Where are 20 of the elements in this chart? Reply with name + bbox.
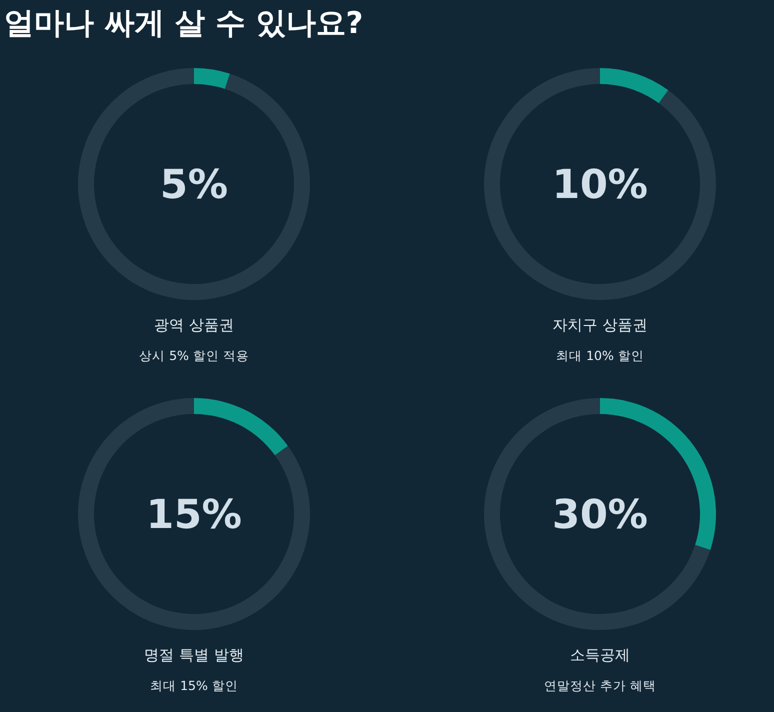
donut-slice [194,398,288,456]
text: 5% [160,162,228,208]
donut-slice [78,68,310,300]
text: 15% [146,492,242,538]
text: 30% [552,492,648,538]
text: 연말정산 추가 혜택 [544,678,656,693]
donut-slice [600,68,668,104]
text: 10% [552,162,648,208]
text: 자치구 상품권 [552,316,648,334]
donut-slice [484,68,716,300]
donut-slice [78,398,310,630]
text: 최대 10% 할인 [556,348,644,363]
text: 최대 15% 할인 [150,678,238,693]
donut-slice [194,68,230,89]
text: 상시 5% 할인 적용 [139,348,249,363]
text: 소득공제 [570,646,630,664]
text: 광역 상품권 [154,316,234,334]
text: 얼마나 싸게 살 수 있나요? [4,6,364,41]
donut-slice [484,398,710,630]
text: 명절 특별 발행 [144,646,244,664]
